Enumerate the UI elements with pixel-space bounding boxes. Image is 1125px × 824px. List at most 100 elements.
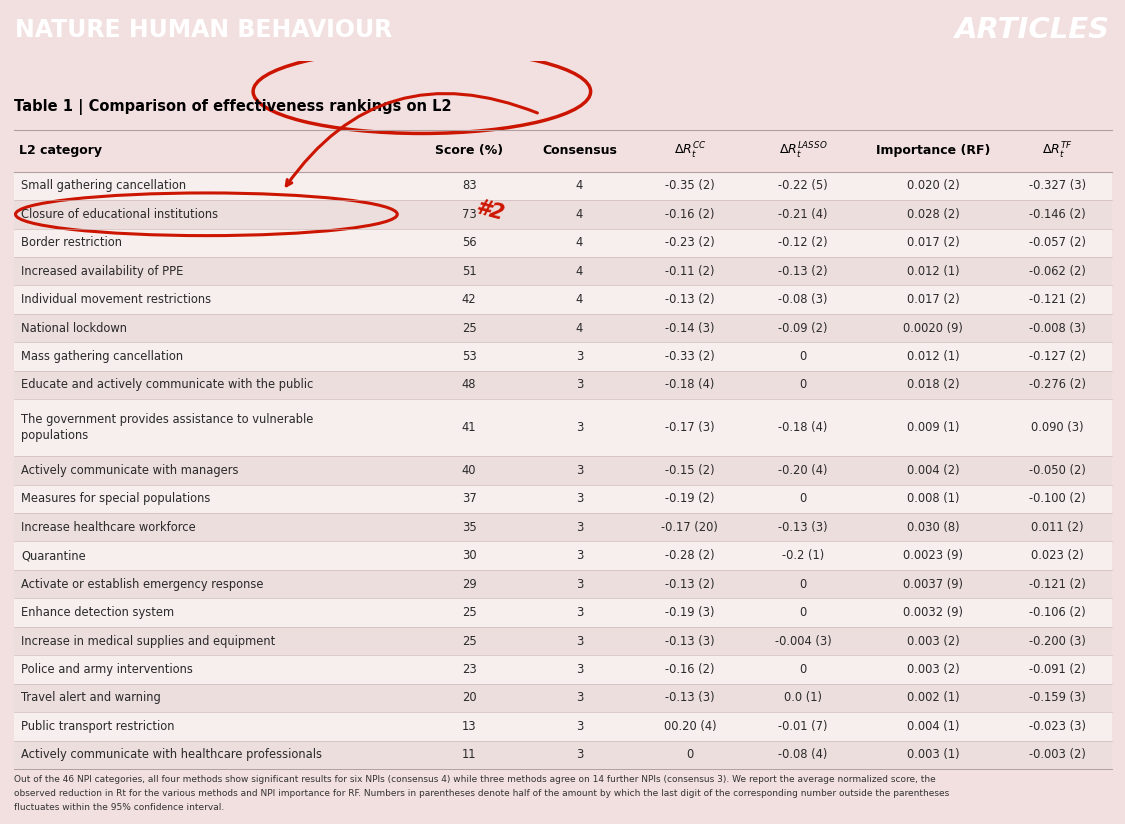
Text: -0.121 (2): -0.121 (2) <box>1029 578 1086 591</box>
Text: 0.030 (8): 0.030 (8) <box>907 521 960 534</box>
Text: 4: 4 <box>576 236 583 249</box>
Text: -0.13 (2): -0.13 (2) <box>778 265 828 278</box>
Text: 4: 4 <box>576 180 583 192</box>
Text: Quarantine: Quarantine <box>21 549 87 562</box>
Text: 0.004 (1): 0.004 (1) <box>907 720 960 733</box>
Text: 40: 40 <box>462 464 476 477</box>
Text: 25: 25 <box>461 606 477 619</box>
Text: 0.003 (2): 0.003 (2) <box>907 634 960 648</box>
Text: 3: 3 <box>576 606 583 619</box>
Text: -0.146 (2): -0.146 (2) <box>1029 208 1086 221</box>
Text: -0.08 (3): -0.08 (3) <box>778 293 828 307</box>
Text: -0.09 (2): -0.09 (2) <box>778 321 828 335</box>
Bar <box>14 257 1112 285</box>
Text: 0: 0 <box>686 748 693 761</box>
Text: 3: 3 <box>576 663 583 676</box>
Text: -0.23 (2): -0.23 (2) <box>665 236 714 249</box>
Text: 3: 3 <box>576 748 583 761</box>
Text: -0.13 (3): -0.13 (3) <box>778 521 828 534</box>
Text: -0.28 (2): -0.28 (2) <box>665 549 714 562</box>
Text: -0.17 (20): -0.17 (20) <box>662 521 718 534</box>
Text: 3: 3 <box>576 492 583 505</box>
Text: 25: 25 <box>461 634 477 648</box>
Text: 0.012 (1): 0.012 (1) <box>907 350 960 363</box>
Text: Educate and actively communicate with the public: Educate and actively communicate with th… <box>21 378 314 391</box>
Text: Increase healthcare workforce: Increase healthcare workforce <box>21 521 196 534</box>
Text: observed reduction in Rt for the various methods and NPI importance for RF. Numb: observed reduction in Rt for the various… <box>14 789 948 798</box>
Text: 0: 0 <box>800 350 807 363</box>
Text: -0.127 (2): -0.127 (2) <box>1029 350 1087 363</box>
Bar <box>14 314 1112 342</box>
Text: fluctuates within the 95% confidence interval.: fluctuates within the 95% confidence int… <box>14 803 224 812</box>
Bar <box>14 200 1112 228</box>
Text: -0.121 (2): -0.121 (2) <box>1029 293 1086 307</box>
Text: 23: 23 <box>461 663 477 676</box>
Text: 0.023 (2): 0.023 (2) <box>1032 549 1084 562</box>
Text: 0: 0 <box>800 663 807 676</box>
Text: 83: 83 <box>461 180 476 192</box>
Text: -0.11 (2): -0.11 (2) <box>665 265 714 278</box>
Text: 0.090 (3): 0.090 (3) <box>1032 421 1084 434</box>
Bar <box>14 598 1112 627</box>
Text: -0.33 (2): -0.33 (2) <box>665 350 714 363</box>
Text: -0.18 (4): -0.18 (4) <box>778 421 828 434</box>
Bar <box>14 712 1112 741</box>
Text: 41: 41 <box>462 421 476 434</box>
Bar <box>14 541 1112 570</box>
Text: -0.13 (3): -0.13 (3) <box>665 634 714 648</box>
Text: -0.19 (3): -0.19 (3) <box>665 606 714 619</box>
Text: NATURE HUMAN BEHAVIOUR: NATURE HUMAN BEHAVIOUR <box>15 18 391 43</box>
Text: 73: 73 <box>461 208 477 221</box>
Text: 42: 42 <box>461 293 476 307</box>
Text: 0: 0 <box>800 606 807 619</box>
Text: 4: 4 <box>576 208 583 221</box>
Text: -0.2 (1): -0.2 (1) <box>782 549 825 562</box>
Text: $\Delta R_t^{TF}$: $\Delta R_t^{TF}$ <box>1043 141 1073 161</box>
Text: 3: 3 <box>576 549 583 562</box>
Text: -0.19 (2): -0.19 (2) <box>665 492 714 505</box>
Text: -0.15 (2): -0.15 (2) <box>665 464 714 477</box>
Text: 3: 3 <box>576 521 583 534</box>
Text: The government provides assistance to vulnerable
populations: The government provides assistance to vu… <box>21 413 314 442</box>
Text: -0.13 (3): -0.13 (3) <box>665 691 714 705</box>
Text: 3: 3 <box>576 421 583 434</box>
Text: Out of the 46 NPI categories, all four methods show significant results for six : Out of the 46 NPI categories, all four m… <box>14 775 935 784</box>
Text: Individual movement restrictions: Individual movement restrictions <box>21 293 212 307</box>
Text: 4: 4 <box>576 321 583 335</box>
Bar <box>14 399 1112 456</box>
Text: 48: 48 <box>462 378 476 391</box>
Text: 0.009 (1): 0.009 (1) <box>907 421 960 434</box>
Bar <box>14 655 1112 684</box>
Text: Increased availability of PPE: Increased availability of PPE <box>21 265 183 278</box>
Text: Increase in medical supplies and equipment: Increase in medical supplies and equipme… <box>21 634 276 648</box>
Text: -0.18 (4): -0.18 (4) <box>665 378 714 391</box>
Text: 0: 0 <box>800 378 807 391</box>
Text: National lockdown: National lockdown <box>21 321 127 335</box>
Text: 0: 0 <box>800 492 807 505</box>
Bar <box>14 342 1112 371</box>
Text: 25: 25 <box>461 321 477 335</box>
Text: -0.100 (2): -0.100 (2) <box>1029 492 1086 505</box>
Text: Score (%): Score (%) <box>435 144 503 157</box>
Text: Border restriction: Border restriction <box>21 236 123 249</box>
Text: -0.023 (3): -0.023 (3) <box>1029 720 1087 733</box>
Text: -0.004 (3): -0.004 (3) <box>775 634 831 648</box>
Text: ARTICLES: ARTICLES <box>955 16 1110 44</box>
Text: -0.01 (7): -0.01 (7) <box>778 720 828 733</box>
Text: 0.0023 (9): 0.0023 (9) <box>903 549 963 562</box>
Bar <box>14 570 1112 598</box>
Text: #2: #2 <box>474 198 507 224</box>
Text: -0.22 (5): -0.22 (5) <box>778 180 828 192</box>
Text: -0.091 (2): -0.091 (2) <box>1029 663 1086 676</box>
Text: -0.13 (2): -0.13 (2) <box>665 578 714 591</box>
Text: L2 category: L2 category <box>19 144 102 157</box>
Bar <box>14 171 1112 200</box>
Text: Police and army interventions: Police and army interventions <box>21 663 194 676</box>
Text: 13: 13 <box>461 720 476 733</box>
Text: $\Delta R_t^{CC}$: $\Delta R_t^{CC}$ <box>674 141 706 161</box>
Text: Small gathering cancellation: Small gathering cancellation <box>21 180 187 192</box>
Bar <box>14 741 1112 769</box>
Text: 0.0032 (9): 0.0032 (9) <box>903 606 963 619</box>
Text: -0.35 (2): -0.35 (2) <box>665 180 714 192</box>
Text: 0.011 (2): 0.011 (2) <box>1032 521 1084 534</box>
